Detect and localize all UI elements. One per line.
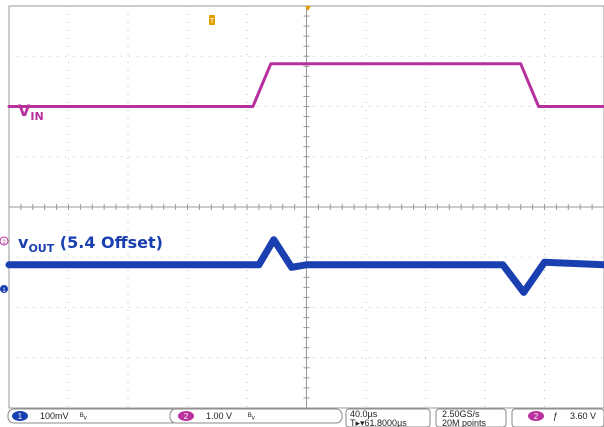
vin-label-sub: IN	[30, 110, 43, 123]
vout-label: vOUT (5.4 Offset)	[18, 233, 163, 255]
ch1-status-box[interactable]	[7, 408, 179, 424]
ch1-scale: 100mV	[40, 411, 69, 421]
status-bar: 1 100mV ᴮᵥ 2 1.00 V ᴮᵥ 40.0µs T▸▾61.8000…	[7, 408, 604, 427]
ch2-bandwidth: ᴮᵥ	[248, 411, 255, 421]
ch2-status-box[interactable]	[169, 408, 343, 424]
trigger-marker-label: T	[210, 18, 215, 25]
trigger-slope: ƒ	[553, 411, 558, 421]
ch2-offset-marker[interactable]: 2	[0, 236, 9, 246]
grid	[8, 5, 604, 409]
vout-label-sub: OUT	[28, 242, 54, 255]
trigger-level: 3.60 V	[570, 411, 596, 421]
sample-rate: 2.50GS/s	[442, 409, 480, 419]
vin-label: VIN	[18, 101, 44, 123]
vin-trace	[7, 62, 604, 108]
ch1-offset-marker[interactable]: 1	[0, 285, 8, 294]
trigger-position: T▸▾61.8000µs	[350, 418, 407, 427]
timebase-box[interactable]	[345, 408, 431, 427]
acquisition-box[interactable]	[435, 408, 507, 427]
vout-trace	[5, 236, 604, 296]
ch1-bandwidth: ᴮᵥ	[80, 411, 87, 421]
svg-text:1: 1	[2, 288, 6, 294]
trigger-marker[interactable]: T	[209, 15, 215, 25]
svg-text:2: 2	[2, 240, 6, 246]
traces	[5, 62, 604, 296]
record-length: 20M points	[442, 418, 487, 427]
timebase: 40.0µs	[350, 409, 378, 419]
trigger-level-arrow	[305, 6, 311, 11]
ch2-scale: 1.00 V	[206, 411, 232, 421]
ch1-number: 1	[18, 412, 23, 421]
trigger-channel: 2	[534, 412, 539, 421]
ch2-number: 2	[184, 412, 189, 421]
vout-label-suffix: (5.4 Offset)	[54, 233, 163, 252]
